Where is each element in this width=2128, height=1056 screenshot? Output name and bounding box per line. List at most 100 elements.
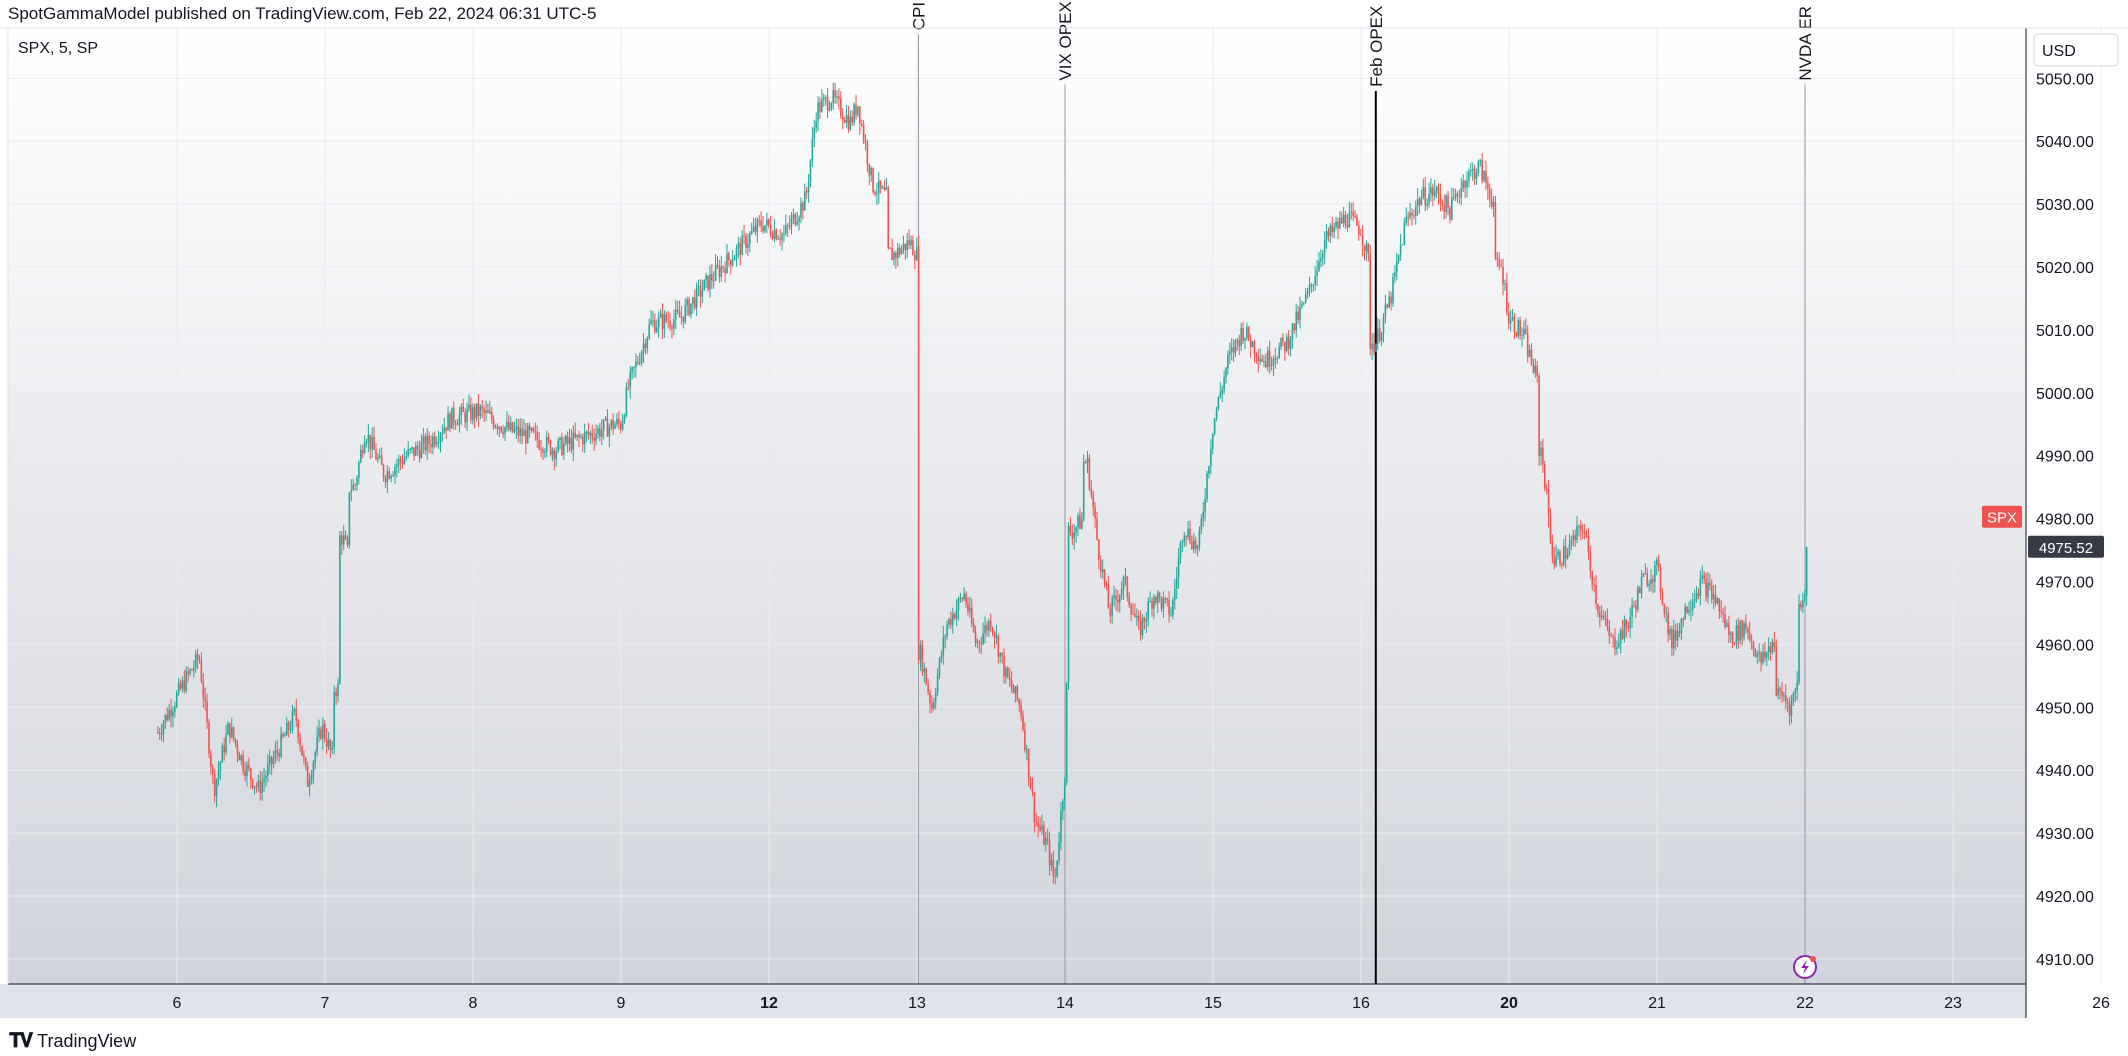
candle-body — [1306, 291, 1309, 295]
candle-body — [1631, 605, 1633, 617]
candle-body — [1268, 350, 1271, 367]
x-tick-label: 20 — [1500, 995, 1518, 1012]
candle-body — [1532, 364, 1535, 373]
x-tick-label: 9 — [617, 995, 626, 1012]
candle-body — [1714, 594, 1717, 604]
candle-body — [244, 770, 246, 777]
candle-body — [507, 421, 510, 430]
candle-body — [1777, 688, 1779, 696]
brand-name[interactable]: TradingView — [37, 1031, 137, 1051]
candle-body — [667, 321, 669, 323]
candle-body — [1430, 187, 1432, 194]
candle-body — [699, 285, 702, 297]
candle-body — [394, 467, 396, 475]
candle-body — [1720, 611, 1723, 613]
candle-body — [341, 535, 343, 545]
candle-body — [545, 436, 548, 452]
candle-body — [1295, 311, 1298, 331]
candle-body — [1137, 615, 1140, 622]
candle-body — [1604, 618, 1607, 620]
candle-body — [282, 734, 284, 737]
candle-body — [836, 96, 838, 98]
candle-body — [1008, 677, 1011, 681]
candle-body — [633, 367, 635, 369]
candle-body — [337, 683, 339, 696]
candle-body — [646, 337, 649, 349]
candle-body — [225, 734, 227, 753]
x-tick-label: 14 — [1056, 995, 1074, 1012]
candle-body — [570, 437, 573, 451]
candle-body — [1589, 552, 1592, 571]
candle-body — [500, 426, 502, 432]
event-label: Feb OPEX — [1367, 6, 1386, 87]
candle-body — [832, 90, 835, 104]
candle-body — [572, 432, 575, 451]
event-label: NVDA ER — [1796, 6, 1815, 81]
candle-body — [648, 324, 650, 338]
series-legend[interactable]: SPX, 5, SP — [18, 40, 98, 57]
candle-body — [1519, 320, 1521, 336]
candle-body — [927, 684, 929, 693]
candle-body — [1063, 782, 1066, 801]
candle-body — [879, 180, 882, 189]
candle-body — [1449, 207, 1451, 220]
candle-body — [456, 424, 459, 426]
candle-body — [1120, 589, 1123, 596]
series-tag-label: SPX — [1987, 510, 2017, 527]
axes: 4910.00 4920.00 4930.00 4940.00 4950.00 4960.… — [0, 27, 2128, 1018]
candle-body — [454, 422, 457, 425]
currency-label: USD — [2042, 43, 2076, 60]
candle-body — [1602, 615, 1605, 619]
candle-body — [253, 786, 256, 788]
candle-body — [1619, 629, 1622, 644]
candle-body — [1136, 615, 1138, 618]
candle-body — [358, 462, 360, 478]
candle-body — [1255, 354, 1258, 357]
candle-body — [1348, 212, 1351, 228]
candle-body — [602, 419, 605, 430]
candle-body — [834, 90, 836, 98]
currency-selector[interactable] — [2033, 33, 2119, 67]
x-tick-label: 7 — [321, 995, 330, 1012]
candle-body — [697, 285, 700, 287]
candle-body — [1562, 545, 1565, 566]
candle-body — [1001, 652, 1003, 656]
candle-body — [1005, 667, 1007, 677]
candle-body — [841, 116, 844, 121]
candle-body — [1798, 603, 1800, 683]
candle-body — [525, 430, 527, 444]
candle-body — [251, 778, 254, 788]
candle-body — [1117, 599, 1119, 603]
candle-body — [1635, 605, 1637, 610]
candle-body — [904, 243, 907, 251]
candle-body — [1352, 211, 1354, 216]
x-tick-label: 22 — [1796, 995, 1814, 1012]
candle-body — [327, 739, 330, 747]
candle-body — [809, 160, 812, 183]
candle-body — [1259, 359, 1261, 362]
candle-body — [156, 732, 159, 734]
tradingview-logo-icon[interactable]: 𝐓𝐕 — [9, 1030, 33, 1052]
event-label: VIX OPEX — [1056, 1, 1075, 80]
candle-body — [384, 478, 387, 483]
candle-body — [193, 667, 195, 671]
candle-body — [504, 427, 506, 435]
candle-body — [657, 317, 660, 328]
candle-body — [838, 96, 840, 99]
candle-body — [1086, 457, 1089, 463]
candle-body — [752, 226, 755, 232]
candle-body — [1282, 337, 1284, 342]
candle-body — [608, 426, 611, 437]
candle-body — [1285, 336, 1288, 351]
y-tick-label: 4930.00 — [2036, 826, 2094, 843]
candle-body — [1564, 545, 1567, 559]
candle-body — [1528, 349, 1531, 357]
candle-body — [978, 641, 981, 644]
candle-body — [826, 96, 829, 110]
candle-body — [1580, 525, 1582, 531]
candle-body — [1075, 527, 1077, 533]
candle-body — [893, 252, 895, 260]
candle-body — [709, 274, 711, 290]
candle-body — [1090, 488, 1093, 495]
